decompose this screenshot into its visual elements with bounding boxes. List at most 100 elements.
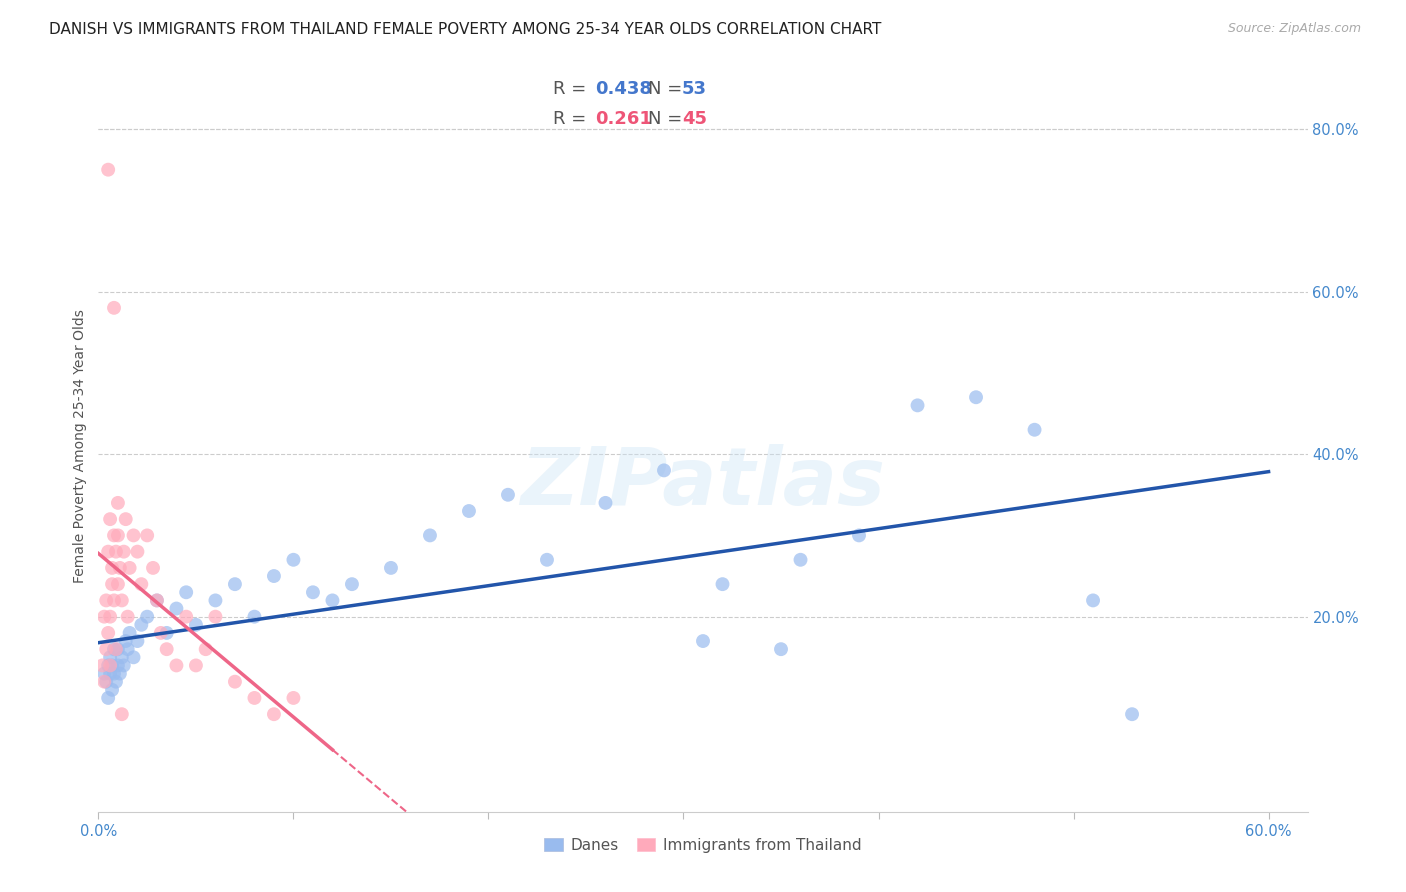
Point	[98, 658, 121, 673]
Point	[107, 496, 129, 510]
Point	[127, 634, 149, 648]
Point	[104, 642, 127, 657]
Point	[96, 642, 118, 657]
Point	[149, 626, 172, 640]
Point	[848, 528, 870, 542]
Point	[321, 593, 343, 607]
Y-axis label: Female Poverty Among 25-34 Year Olds: Female Poverty Among 25-34 Year Olds	[73, 309, 87, 583]
Point	[103, 593, 125, 607]
Point	[174, 585, 197, 599]
Point	[111, 707, 134, 722]
Point	[97, 658, 120, 673]
Point	[652, 463, 675, 477]
Point	[340, 577, 363, 591]
Text: 0.438: 0.438	[595, 80, 652, 98]
Point	[1081, 593, 1104, 607]
Text: 45: 45	[682, 110, 707, 128]
Point	[111, 650, 134, 665]
Text: 0.261: 0.261	[595, 110, 651, 128]
Point	[107, 642, 129, 657]
Point	[111, 593, 134, 607]
Text: 53: 53	[682, 80, 707, 98]
Point	[101, 561, 124, 575]
Point	[224, 674, 246, 689]
Point	[243, 609, 266, 624]
Point	[96, 674, 118, 689]
Point	[595, 496, 617, 510]
Point	[103, 666, 125, 681]
Point	[907, 398, 929, 412]
Point	[204, 609, 226, 624]
Point	[165, 601, 187, 615]
Point	[98, 650, 121, 665]
Point	[98, 609, 121, 624]
Point	[184, 658, 207, 673]
Point	[263, 569, 285, 583]
Point	[108, 666, 131, 681]
Point	[536, 553, 558, 567]
Point	[711, 577, 734, 591]
Text: R =: R =	[553, 110, 586, 128]
Point	[103, 301, 125, 315]
Point	[107, 528, 129, 542]
Legend: Danes, Immigrants from Thailand: Danes, Immigrants from Thailand	[538, 831, 868, 859]
Point	[103, 642, 125, 657]
Point	[243, 690, 266, 705]
Point	[692, 634, 714, 648]
Text: R =: R =	[553, 80, 586, 98]
Point	[118, 561, 141, 575]
Point	[114, 634, 136, 648]
Point	[156, 642, 179, 657]
Point	[142, 561, 165, 575]
Point	[104, 674, 127, 689]
Point	[96, 593, 118, 607]
Point	[93, 674, 115, 689]
Point	[118, 626, 141, 640]
Point	[117, 642, 139, 657]
Point	[458, 504, 481, 518]
Point	[136, 609, 159, 624]
Point	[108, 561, 131, 575]
Point	[194, 642, 217, 657]
Point	[965, 390, 987, 404]
Text: Source: ZipAtlas.com: Source: ZipAtlas.com	[1227, 22, 1361, 36]
Point	[107, 658, 129, 673]
Point	[101, 577, 124, 591]
Point	[1121, 707, 1143, 722]
Text: N =: N =	[648, 110, 682, 128]
Point	[1024, 423, 1046, 437]
Point	[419, 528, 441, 542]
Point	[101, 682, 124, 697]
Point	[165, 658, 187, 673]
Text: DANISH VS IMMIGRANTS FROM THAILAND FEMALE POVERTY AMONG 25-34 YEAR OLDS CORRELAT: DANISH VS IMMIGRANTS FROM THAILAND FEMAL…	[49, 22, 882, 37]
Point	[283, 690, 305, 705]
Point	[112, 658, 135, 673]
Point	[103, 528, 125, 542]
Point	[496, 488, 519, 502]
Point	[174, 609, 197, 624]
Point	[112, 544, 135, 558]
Point	[131, 617, 153, 632]
Point	[204, 593, 226, 607]
Point	[146, 593, 169, 607]
Point	[127, 544, 149, 558]
Text: N =: N =	[648, 80, 682, 98]
Point	[302, 585, 325, 599]
Point	[98, 512, 121, 526]
Point	[117, 609, 139, 624]
Point	[184, 617, 207, 632]
Point	[131, 577, 153, 591]
Point	[97, 162, 120, 177]
Point	[122, 650, 145, 665]
Point	[769, 642, 792, 657]
Point	[97, 626, 120, 640]
Point	[283, 553, 305, 567]
Point	[789, 553, 811, 567]
Point	[122, 528, 145, 542]
Point	[114, 512, 136, 526]
Point	[224, 577, 246, 591]
Point	[136, 528, 159, 542]
Point	[101, 658, 124, 673]
Point	[97, 690, 120, 705]
Point	[91, 658, 114, 673]
